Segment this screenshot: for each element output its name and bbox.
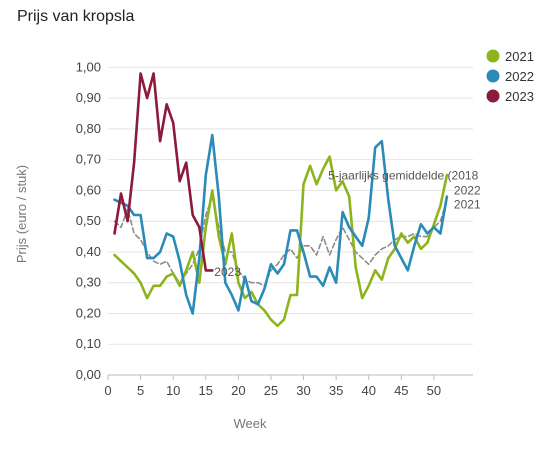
x-tick-label: 45 xyxy=(394,383,408,398)
legend-label: 2021 xyxy=(505,49,534,64)
grid-lines xyxy=(108,66,473,376)
y-tick-label: 0,30 xyxy=(76,275,101,290)
x-tick-label: 50 xyxy=(427,383,441,398)
y-axis-title: Prijs (euro / stuk) xyxy=(14,165,29,263)
legend-label: 2022 xyxy=(505,69,534,84)
y-tick-label: 0,80 xyxy=(76,121,101,136)
y-tick-label: 0,40 xyxy=(76,244,101,259)
series-end-label: 2022 xyxy=(454,183,481,197)
y-tick-label: 0,70 xyxy=(76,152,101,167)
legend-swatch xyxy=(486,69,500,83)
legend-swatch xyxy=(486,49,500,63)
series-lines xyxy=(113,72,449,328)
y-tick-label: 0,90 xyxy=(76,90,101,105)
y-tick-label: 0,50 xyxy=(76,213,101,228)
axes: 0,00 0,10 0,20 0,30 0,40 0,50 0,60 0,70 0,80 0,90… xyxy=(76,59,473,398)
legend-swatch xyxy=(486,89,500,103)
legend-item[interactable]: 2023 xyxy=(486,89,534,104)
legend-label: 2023 xyxy=(505,89,534,104)
series-line-2023 xyxy=(113,72,214,272)
x-tick-label: 10 xyxy=(166,383,180,398)
x-tick-label: 35 xyxy=(329,383,343,398)
x-tick-label: 30 xyxy=(296,383,310,398)
series-line-2021 xyxy=(113,155,449,328)
x-tick-label: 20 xyxy=(231,383,245,398)
x-tick-label: 15 xyxy=(199,383,213,398)
y-tick-label: 1,00 xyxy=(76,59,101,74)
y-tick-label: 0,10 xyxy=(76,336,101,351)
y-tick-label: 0,00 xyxy=(76,367,101,382)
series-line-2022 xyxy=(113,133,449,315)
y-tick-label: 0,60 xyxy=(76,182,101,197)
series-end-label: 5-jaarlijks gemiddelde (2018 xyxy=(328,169,478,183)
x-tick-label: 40 xyxy=(361,383,375,398)
chart-title: Prijs van kropsla xyxy=(17,8,135,25)
x-tick-label: 5 xyxy=(137,383,144,398)
series-end-label: 2021 xyxy=(454,197,481,211)
legend: 2021 2022 2023 xyxy=(486,49,534,104)
y-tick-label: 0,20 xyxy=(76,305,101,320)
x-tick-label: 25 xyxy=(264,383,278,398)
series-end-label: 2023 xyxy=(214,265,241,279)
series-line-5-jaarlijks-gemiddelde-2018 xyxy=(113,195,448,287)
x-tick-label: 0 xyxy=(104,383,111,398)
legend-item[interactable]: 2021 xyxy=(486,49,534,64)
x-axis-title: Week xyxy=(234,416,267,431)
legend-item[interactable]: 2022 xyxy=(486,69,534,84)
